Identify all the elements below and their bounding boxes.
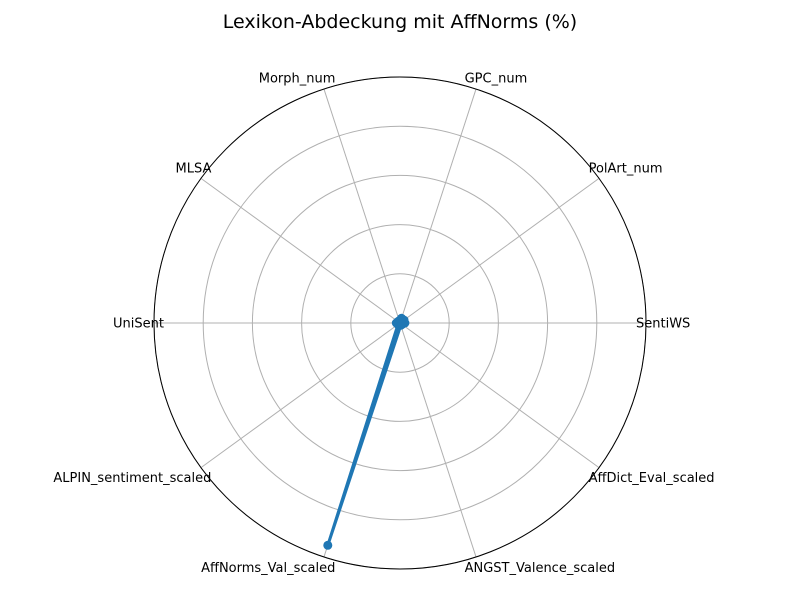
series bbox=[323, 313, 410, 550]
category-label: SentiWS bbox=[636, 317, 690, 332]
grid-spoke bbox=[399, 322, 477, 558]
category-label: MLSA bbox=[176, 162, 212, 177]
data-point bbox=[323, 540, 333, 550]
polar-frame bbox=[153, 76, 647, 570]
category-label: UniSent bbox=[113, 317, 164, 332]
grid-spoke bbox=[200, 322, 401, 468]
category-label: AffNorms_Val_scaled bbox=[201, 561, 335, 576]
data-point bbox=[397, 319, 407, 329]
series-line bbox=[326, 316, 407, 547]
grid-spoke bbox=[399, 178, 600, 324]
category-label: PolArt_num bbox=[589, 162, 663, 177]
grid-spoke bbox=[323, 88, 401, 324]
category-label: ANGST_Valence_scaled bbox=[465, 561, 615, 576]
category-label: Morph_num bbox=[259, 72, 336, 87]
category-label: GPC_num bbox=[465, 72, 528, 87]
category-label: ALPIN_sentiment_scaled bbox=[53, 471, 211, 486]
chart-title: Lexikon-Abdeckung mit AffNorms (%) bbox=[223, 11, 577, 33]
axis-labels: SentiWS PolArt_num GPC_num Morph_num MLSA Uni… bbox=[53, 72, 714, 576]
grid-spoke bbox=[200, 178, 401, 324]
grid-spoke bbox=[399, 88, 477, 324]
category-label: AffDict_Eval_scaled bbox=[589, 471, 715, 486]
grid-spoke bbox=[399, 322, 600, 468]
